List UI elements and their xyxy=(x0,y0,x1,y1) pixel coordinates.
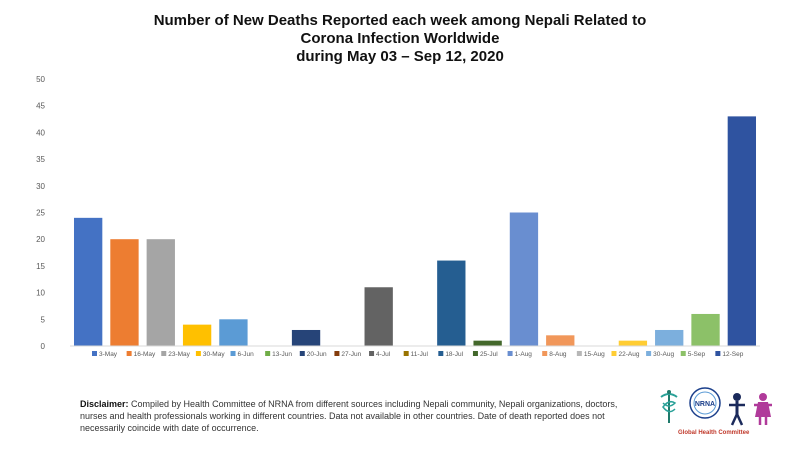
medical-caduceus-icon xyxy=(660,390,678,423)
y-tick-label: 45 xyxy=(36,102,45,111)
legend-label: 15-Aug xyxy=(584,351,605,358)
bar xyxy=(437,260,466,346)
bar xyxy=(655,329,684,346)
bar xyxy=(364,287,393,346)
bar xyxy=(73,217,103,346)
legend-swatch xyxy=(576,351,582,356)
legend-swatch xyxy=(715,351,721,356)
bar xyxy=(182,324,212,346)
y-tick-label: 35 xyxy=(36,155,45,164)
title-line-2: Corona Infection Worldwide xyxy=(300,30,500,47)
legend-label: 16-May xyxy=(134,351,156,358)
legend-swatch xyxy=(680,351,686,356)
y-tick-label: 30 xyxy=(36,182,45,191)
disclaimer-label: Disclaimer: xyxy=(80,399,129,409)
y-tick-label: 25 xyxy=(36,209,45,218)
legend-swatch xyxy=(299,351,305,356)
y-tick-label: 40 xyxy=(36,128,45,137)
legend-swatch xyxy=(507,351,513,356)
legend-label: 18-Jul xyxy=(445,351,463,358)
y-tick-label: 20 xyxy=(36,235,45,244)
legend-swatch xyxy=(611,351,617,356)
chart-title: Number of New Deaths Reported each week … xyxy=(0,12,800,66)
legend-swatch xyxy=(195,351,201,356)
legend-swatch xyxy=(438,351,444,356)
legend-swatch xyxy=(472,351,478,356)
legend-label: 22-Aug xyxy=(618,351,639,358)
y-tick-label: 15 xyxy=(36,262,45,271)
nrna-logo-text: NRNA xyxy=(695,401,715,408)
legend-label: 23-May xyxy=(168,351,190,358)
legend-swatch xyxy=(369,351,375,356)
legend-swatch xyxy=(542,351,548,356)
person-female-icon xyxy=(754,393,772,425)
global-health-committee-label: Global Health Committee xyxy=(678,430,750,436)
bar xyxy=(509,212,539,346)
legend-swatch xyxy=(334,351,340,356)
bar xyxy=(110,239,139,346)
legend-label: 30-May xyxy=(203,351,225,358)
legend-label: 6-Jun xyxy=(238,351,255,358)
legend-swatch xyxy=(230,351,236,356)
title-line-3: during May 03 – Sep 12, 2020 xyxy=(296,48,504,65)
legend-swatch xyxy=(403,351,409,356)
y-tick-label: 5 xyxy=(41,315,46,324)
bar-chart: 0 5 10 15 20 25 30 35 40 45 50 3-May 16-May 23-May 30-… xyxy=(36,75,760,358)
legend-label: 20-Jun xyxy=(307,351,327,358)
legend-label: 27-Jun xyxy=(341,351,361,358)
bar xyxy=(618,340,648,346)
bar xyxy=(727,116,757,346)
disclaimer-text: Compiled by Health Committee of NRNA fro… xyxy=(80,399,618,433)
y-tick-label: 50 xyxy=(36,75,45,84)
bar xyxy=(219,319,248,346)
legend-label: 4-Jul xyxy=(376,351,391,358)
y-tick-label: 0 xyxy=(41,342,46,351)
legend-label: 8-Aug xyxy=(549,351,567,358)
organization-logos: NRNA xyxy=(660,387,772,426)
bar xyxy=(291,329,321,346)
bar xyxy=(146,239,175,346)
legend-label: 12-Sep xyxy=(722,351,743,358)
nrna-logo: NRNA xyxy=(689,387,721,419)
bar xyxy=(691,313,720,346)
disclaimer: Disclaimer: Compiled by Health Committee… xyxy=(80,398,640,434)
title-line-1: Number of New Deaths Reported each week … xyxy=(153,12,647,29)
legend-label: 5-Sep xyxy=(688,351,706,358)
legend-label: 11-Jul xyxy=(411,351,429,358)
legend-swatch xyxy=(92,351,97,356)
y-tick-label: 10 xyxy=(36,289,45,298)
bar xyxy=(546,335,575,346)
legend-label: 3-May xyxy=(99,351,118,358)
legend-swatch xyxy=(161,351,167,356)
legend-label: 30-Aug xyxy=(653,351,674,358)
legend-label: 25-Jul xyxy=(480,351,498,358)
legend-swatch xyxy=(646,351,652,356)
legend-label: 13-Jun xyxy=(272,351,292,358)
legend-swatch xyxy=(265,351,271,356)
legend-swatch xyxy=(126,351,132,356)
legend-label: 1-Aug xyxy=(515,351,533,358)
bar xyxy=(473,340,502,346)
person-male-icon xyxy=(729,393,745,426)
